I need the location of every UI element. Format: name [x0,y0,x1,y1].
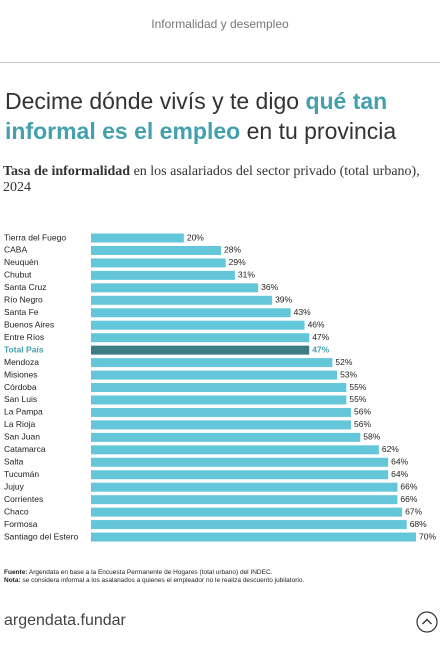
bar [91,407,351,417]
bar [91,520,407,530]
category-label: Tierra del Fuego [4,232,66,242]
value-label: 53% [340,369,357,379]
bar [91,270,235,280]
category-label: Santiago del Estero [4,531,78,541]
bar [91,470,389,480]
bar [91,395,347,405]
bar [91,295,273,305]
bar [91,308,291,318]
chart: Tierra del Fuego 20% CABA 28% Neuquén 29% Chub… [4,232,436,542]
headline: Decime dónde vivís y te digo qué tan inf… [5,86,437,146]
category-label: Entre Ríos [4,332,44,342]
bar [91,320,305,330]
category-label: Neuquén [4,257,39,267]
divider [0,62,440,63]
category-label: Río Negro [4,295,43,305]
headline-highlight: qué tan informal es el empleo [5,88,388,144]
note-text: se considera informal a los asalariados … [20,577,305,584]
category-label: Chaco [4,506,29,516]
source-text: Argendata en base a la Encuesta Permanen… [27,569,273,576]
chart-title-text: en los asalariados del sector privado (t… [3,164,420,195]
brand: argendata.fundar [4,612,126,629]
bar [91,333,310,343]
bar [91,495,398,505]
value-label: 68% [410,519,427,529]
category-label: San Juan [4,432,40,442]
bar [91,358,333,368]
bar [91,283,259,293]
bar [91,233,184,243]
category-label: Santa Fe [4,307,39,317]
category-label: CABA [4,245,27,255]
footnotes: Fuente: Argendata en base a la Encuesta … [4,569,434,585]
bar [91,245,221,255]
value-label: 55% [349,394,366,404]
value-label: 70% [419,531,436,541]
bar [91,258,226,268]
category-label: Jujuy [4,481,25,491]
category-label: La Pampa [4,407,43,417]
value-label: 31% [238,270,255,280]
bar [91,383,347,393]
note-label: Nota: [4,577,21,584]
category-label: Corrientes [4,494,43,504]
value-label: 29% [229,257,246,267]
value-label: 36% [261,282,278,292]
category-label: San Luis [4,394,37,404]
bar [91,345,310,355]
headline-text: Decime dónde vivís y te digo [5,88,306,114]
bar [91,457,389,467]
value-label: 39% [275,295,292,305]
value-label: 28% [224,245,241,255]
scroll-top-button[interactable] [416,611,438,633]
value-label: 58% [363,432,380,442]
note: Nota: se considera informal a los asalar… [4,577,434,585]
bar [91,420,351,430]
value-label: 56% [354,407,371,417]
category-label: Total País [4,344,44,354]
value-label: 66% [400,481,417,491]
value-label: 47% [312,344,329,354]
bar [91,482,398,492]
value-label: 46% [308,319,325,329]
headline-text: en tu provincia [240,118,397,144]
category-label: Catamarca [4,444,46,454]
value-label: 43% [294,307,311,317]
category-label: Chubut [4,270,32,280]
category-label: Formosa [4,519,38,529]
category-label: La Rioja [4,419,35,429]
value-label: 20% [187,232,204,242]
bar [91,370,338,380]
category-label: Salta [4,457,24,467]
category-label: Córdoba [4,382,37,392]
section-label: Informalidad y desempleo [151,17,289,31]
value-label: 64% [391,469,408,479]
chart-title: Tasa de informalidad en los asalariados … [3,164,433,196]
value-label: 56% [354,419,371,429]
value-label: 47% [312,332,329,342]
category-label: Misiones [4,369,38,379]
category-label: Buenos Aires [4,319,54,329]
value-label: 66% [400,494,417,504]
value-label: 67% [405,506,422,516]
bar [91,532,416,542]
category-label: Mendoza [4,357,39,367]
value-label: 55% [349,382,366,392]
value-label: 64% [391,457,408,467]
value-label: 62% [382,444,399,454]
bar [91,507,403,517]
value-label: 52% [335,357,352,367]
bar [91,445,379,455]
category-label: Tucumán [4,469,39,479]
source: Fuente: Argendata en base a la Encuesta … [4,569,434,577]
bar [91,432,361,442]
category-label: Santa Cruz [4,282,47,292]
chart-title-bold: Tasa de informalidad [3,164,131,179]
source-label: Fuente: [4,569,28,576]
